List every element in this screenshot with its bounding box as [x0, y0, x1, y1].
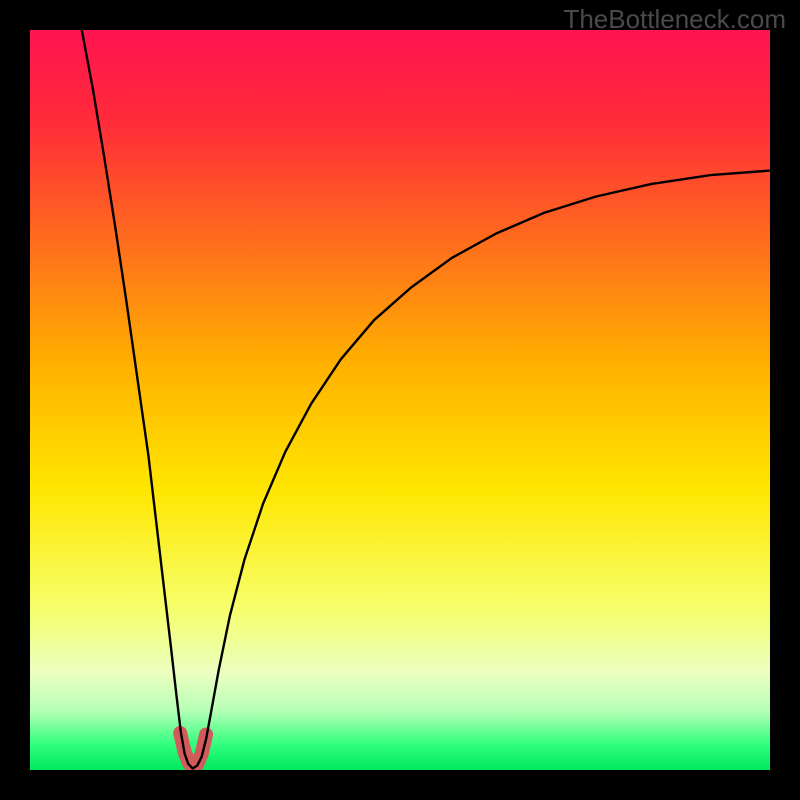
chart-frame: TheBottleneck.com	[0, 0, 800, 800]
plot-area	[30, 30, 770, 770]
watermark-text: TheBottleneck.com	[563, 4, 786, 35]
curve-layer	[30, 30, 770, 770]
bottleneck-curve	[82, 30, 770, 769]
